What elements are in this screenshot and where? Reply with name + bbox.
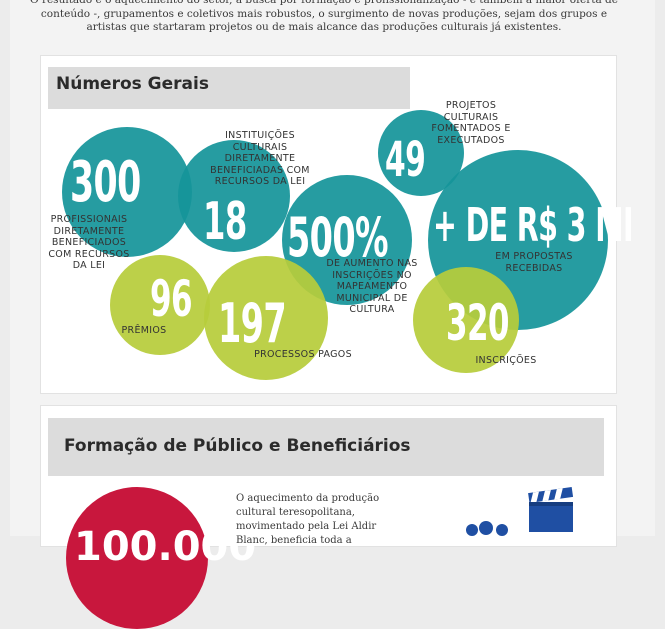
stat-value-320: 320 [446,294,509,352]
audience-body-text: O aquecimento da produção cultural teres… [236,493,380,546]
stat-value-96: 96 [150,270,193,328]
stat-value-300: 300 [70,150,141,215]
stat-label-500: DE AUMENTO NAS INSCRIÇÕES NO MAPEAMENTO … [326,258,418,315]
audience-title: Formação de Público e Beneficiários [64,436,411,456]
stat-label-18: INSTITUIÇÕES CULTURAIS DIRETAMENTE BENEF… [210,130,310,187]
circle-320 [413,267,519,373]
circle-96 [110,255,210,355]
general-numbers-heading-band [48,67,410,109]
stat-value-49: 49 [385,132,426,188]
stat-label-320: INSCRIÇÕES [475,355,537,366]
beneficiaries-value: 100.000 [74,524,257,570]
circle-300 [62,127,192,257]
stat-label-197: PROCESSOS PAGOS [254,349,352,360]
general-numbers-title: Números Gerais [56,74,209,94]
people-icon [466,521,508,536]
stat-label-300: PROFISSIONAIS DIRETAMENTE BENEFICIADOS C… [48,214,130,271]
stat-label-3mi: EM PROPOSTAS RECEBIDAS [495,251,573,274]
stat-label-49: PROJETOS CULTURAIS FOMENTADOS E EXECUTAD… [431,100,511,146]
stat-value-500: 500% [287,206,389,269]
film-clapper-icon [528,487,574,532]
stat-label-96: PRÊMIOS [121,325,167,336]
audience-heading-band [48,418,604,476]
circle-18 [178,140,290,252]
stat-value-3mi: + DE R$ 3 MI [433,198,634,252]
circle-197 [204,256,328,380]
stat-value-18: 18 [203,192,247,252]
intro-paragraph: O resultado é o aquecimento do setor, a … [30,0,618,33]
stat-value-197: 197 [218,292,287,355]
